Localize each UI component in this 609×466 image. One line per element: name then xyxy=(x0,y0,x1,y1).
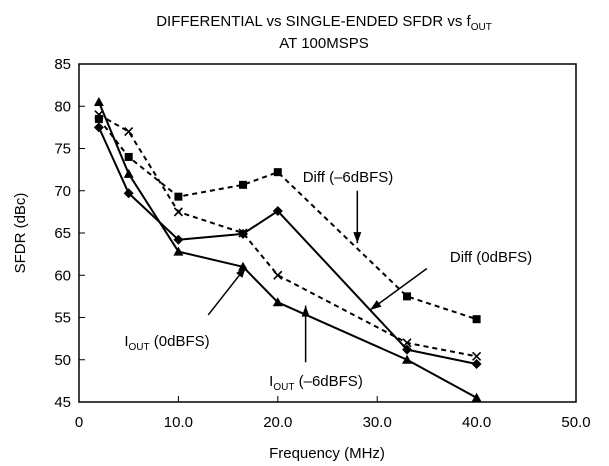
data-point-diamond xyxy=(93,122,104,133)
x-tick-label: 50.0 xyxy=(561,414,590,431)
chart-title-subscript: OUT xyxy=(471,22,492,33)
annotation-diff-minus6dbfs: Diff (–6dBFS) xyxy=(303,169,394,186)
series-line xyxy=(97,101,478,399)
data-point-x xyxy=(124,127,134,137)
x-axis-ticks: 0 10.0 20.0 30.0 40.0 50.0 xyxy=(75,396,591,431)
data-point-square xyxy=(94,114,103,123)
data-point-triangle xyxy=(471,392,482,402)
annotation-iout-minus6dbfs: IOUT (–6dBFS) xyxy=(269,373,363,393)
data-point-diamond xyxy=(123,188,134,199)
series-line xyxy=(97,126,477,365)
y-tick-label: 70 xyxy=(54,183,71,200)
chart-title-line-2: AT 100MSPS xyxy=(279,35,369,52)
data-point-triangle xyxy=(272,297,283,307)
data-point-x xyxy=(94,110,104,120)
arrow-iout-minus6dbfs-head xyxy=(301,305,310,317)
y-tick-label: 50 xyxy=(54,352,71,369)
data-point-diamond xyxy=(272,206,283,217)
y-tick-label: 65 xyxy=(54,225,71,242)
y-tick-label: 60 xyxy=(54,267,71,284)
series-i-out-6dbfs xyxy=(93,122,482,369)
arrow-diff-minus6dbfs-head xyxy=(353,232,362,244)
arrow-diff-0dbfs-head xyxy=(370,300,382,310)
data-point-triangle xyxy=(123,168,134,178)
data-point-triangle xyxy=(402,354,413,364)
data-point-square xyxy=(239,180,248,189)
y-tick-label: 85 xyxy=(54,56,71,73)
series-diff-6dbfs xyxy=(94,114,481,324)
data-point-diamond xyxy=(238,228,249,239)
data-point-square xyxy=(273,168,282,177)
data-point-diamond xyxy=(402,344,413,355)
x-tick-label: 0 xyxy=(75,414,83,431)
data-point-square xyxy=(403,292,412,301)
annotation-iout-0dbfs: IOUT (0dBFS) xyxy=(124,333,209,353)
data-point-x xyxy=(173,207,183,217)
x-tick-label: 10.0 xyxy=(164,414,193,431)
y-tick-label: 55 xyxy=(54,310,71,327)
x-tick-label: 30.0 xyxy=(363,414,392,431)
data-point-x xyxy=(472,351,482,361)
chart-title-main: DIFFERENTIAL vs SINGLE-ENDED SFDR vs f xyxy=(156,13,471,30)
annotation-diff-0dbfs: Diff (0dBFS) xyxy=(450,249,532,266)
chart-title-line-1: DIFFERENTIAL vs SINGLE-ENDED SFDR vs fOU… xyxy=(156,13,492,33)
data-point-square xyxy=(472,315,481,324)
data-point-square xyxy=(124,152,133,161)
data-point-x xyxy=(273,270,283,280)
data-point-triangle xyxy=(93,97,104,107)
plot-area xyxy=(78,63,577,403)
x-tick-label: 40.0 xyxy=(462,414,491,431)
y-axis-label: SFDR (dBc) xyxy=(12,193,29,274)
y-tick-label: 45 xyxy=(54,394,71,411)
y-axis-ticks: 45 50 55 60 65 70 75 80 85 xyxy=(54,56,85,411)
x-tick-label: 20.0 xyxy=(263,414,292,431)
annotation-arrows xyxy=(207,190,428,363)
series-layer xyxy=(93,97,482,402)
data-point-triangle xyxy=(173,246,184,256)
arrow-diff-0dbfs-shaft xyxy=(369,267,428,311)
arrow-iout-0dbfs-head xyxy=(236,266,246,278)
y-tick-label: 75 xyxy=(54,141,71,158)
y-tick-label: 80 xyxy=(54,98,71,115)
data-point-square xyxy=(174,192,183,201)
series-i-out-0dbfs xyxy=(93,97,482,402)
series-diff-0dbfs xyxy=(94,110,482,361)
series-line xyxy=(98,113,477,358)
data-point-diamond xyxy=(471,358,482,369)
data-point-diamond xyxy=(173,234,184,245)
x-axis-label: Frequency (MHz) xyxy=(269,445,385,462)
